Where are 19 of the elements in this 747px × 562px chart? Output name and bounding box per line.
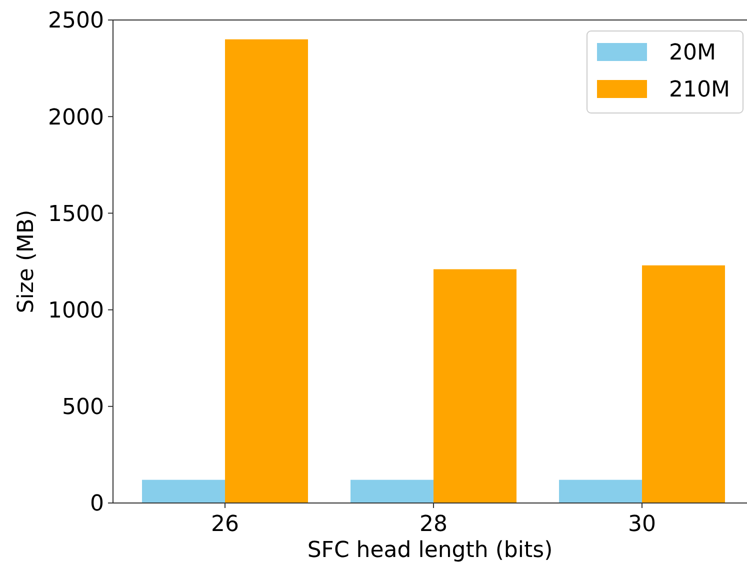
y-tick-label: 500	[62, 395, 104, 420]
x-axis-title: SFC head length (bits)	[307, 538, 553, 562]
y-tick-label: 2500	[48, 8, 104, 34]
bar	[142, 480, 225, 503]
bar	[559, 480, 642, 503]
bar	[434, 269, 516, 503]
y-axis-title: Size (MB)	[14, 210, 39, 314]
x-tick-label: 28	[420, 512, 448, 537]
x-tick-label: 30	[628, 512, 656, 537]
legend-label: 20M	[669, 40, 716, 66]
x-tick-label: 26	[211, 512, 239, 537]
bar	[225, 39, 308, 503]
bar	[350, 480, 434, 503]
legend-label: 210M	[669, 78, 730, 103]
y-tick-label: 2000	[48, 105, 104, 130]
y-tick-label: 0	[90, 492, 104, 517]
y-tick-label: 1000	[48, 298, 104, 324]
bar	[642, 265, 725, 503]
y-tick-label: 1500	[48, 202, 104, 227]
